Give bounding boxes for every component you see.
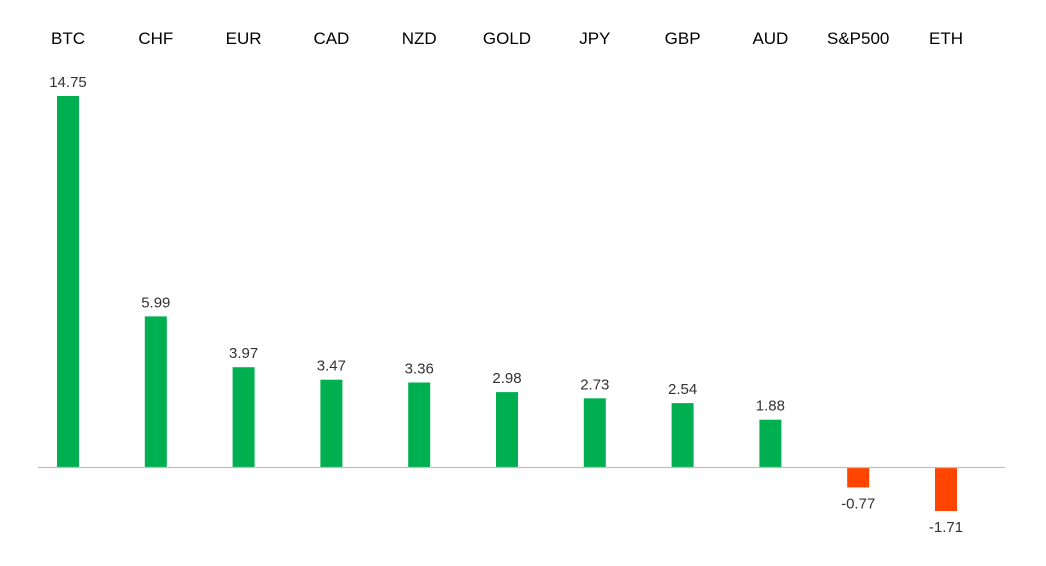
category-label: S&P500: [827, 29, 889, 48]
value-label: 1.88: [756, 398, 785, 415]
bar-sp500: [847, 468, 870, 488]
bar-nzd: [408, 382, 431, 467]
bar-gbp: [671, 403, 694, 467]
category-label: ETH: [929, 29, 963, 48]
bar-cad: [320, 379, 343, 467]
category-label: EUR: [226, 29, 262, 48]
bar-eth: [935, 468, 957, 511]
bar-chf: [144, 316, 167, 467]
value-label: -0.77: [841, 495, 875, 512]
value-label: 2.73: [580, 376, 609, 393]
value-label: 14.75: [49, 74, 87, 91]
category-label: NZD: [402, 29, 437, 48]
value-label: 3.47: [317, 358, 346, 375]
bar-aud: [759, 419, 782, 467]
category-label: GBP: [665, 29, 701, 48]
value-label: 2.98: [492, 370, 521, 387]
value-label: 2.54: [668, 381, 697, 398]
category-label: GOLD: [483, 29, 531, 48]
value-label: -1.71: [929, 519, 963, 536]
category-label: CHF: [138, 29, 173, 48]
category-label: JPY: [579, 29, 610, 48]
value-label: 3.97: [229, 345, 258, 362]
bar-eur: [232, 367, 255, 467]
bars: [57, 96, 957, 511]
value-label: 3.36: [405, 361, 434, 378]
category-label: BTC: [51, 29, 85, 48]
value-label: 5.99: [141, 294, 170, 311]
bar-jpy: [583, 398, 606, 467]
category-label: CAD: [313, 29, 349, 48]
category-labels: BTC CHF EUR CAD NZD GOLD JPY GBP AUD S&P500 ETH: [51, 29, 963, 48]
value-labels: 14.75 5.99 3.97 3.47 3.36 2.98 2.73 2.54 1.88 -0.…: [49, 74, 963, 536]
bar-gold: [496, 392, 518, 467]
bar-btc: [57, 96, 79, 467]
category-label: AUD: [752, 29, 788, 48]
